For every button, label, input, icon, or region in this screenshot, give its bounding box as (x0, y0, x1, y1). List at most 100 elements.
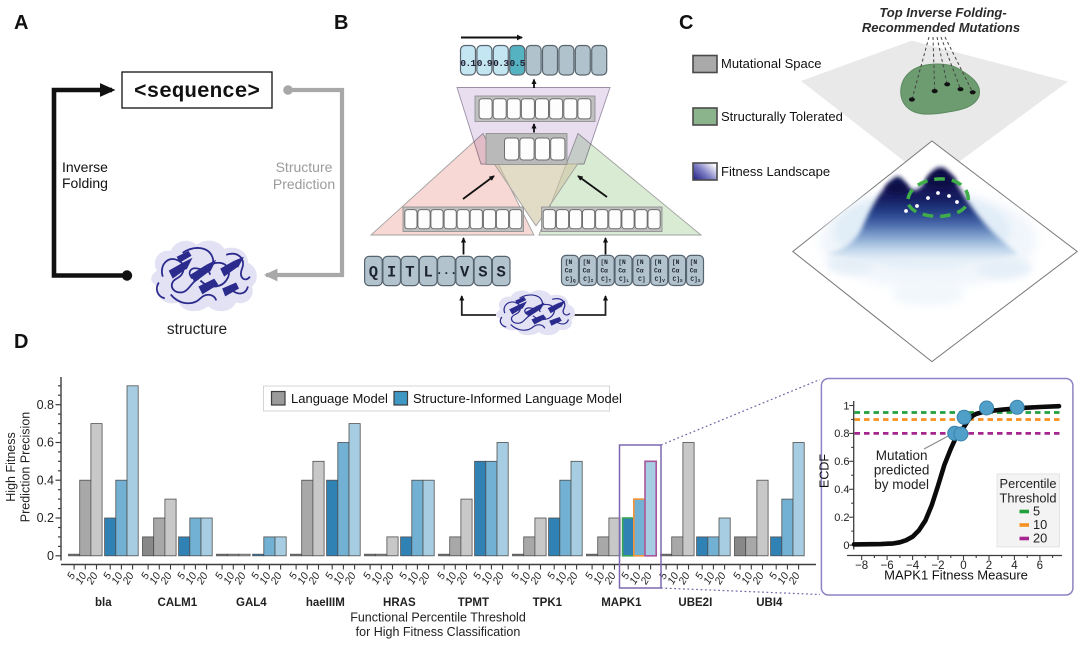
svg-text:20: 20 (194, 570, 211, 587)
svg-text:GAL4: GAL4 (236, 597, 267, 609)
svg-text:0.4: 0.4 (834, 484, 849, 496)
svg-text:20: 20 (268, 570, 285, 587)
svg-text:0.1: 0.1 (460, 58, 476, 69)
svg-text:20: 20 (638, 570, 655, 587)
svg-text:−2: −2 (931, 560, 944, 572)
svg-text:10: 10 (295, 570, 311, 586)
svg-text:Cα: Cα (583, 267, 591, 274)
svg-text:Language Model: Language Model (291, 391, 388, 406)
svg-text:10: 10 (1033, 517, 1047, 532)
svg-text:10: 10 (73, 570, 89, 586)
svg-text:5: 5 (361, 570, 374, 581)
svg-text:5: 5 (175, 570, 188, 581)
svg-text:A: A (14, 12, 28, 34)
svg-text:20: 20 (602, 570, 619, 587)
svg-text:5: 5 (435, 570, 448, 581)
svg-text:C]S: C]S (690, 276, 700, 284)
svg-text:5: 5 (767, 570, 780, 581)
svg-text:0: 0 (47, 549, 54, 563)
svg-text:D: D (14, 331, 28, 353)
svg-text:C]S: C]S (672, 276, 682, 284)
svg-text:0.6: 0.6 (834, 456, 849, 468)
svg-text:Prediction: Prediction (273, 176, 335, 192)
svg-text:TPMT: TPMT (458, 597, 489, 609)
svg-text:5: 5 (213, 570, 226, 581)
svg-text:20: 20 (750, 570, 767, 587)
svg-text:TPK1: TPK1 (533, 597, 563, 609)
svg-text:20: 20 (676, 570, 693, 587)
svg-text:6: 6 (1037, 560, 1043, 572)
svg-text:10: 10 (517, 570, 533, 586)
svg-text:UBE2I: UBE2I (678, 597, 712, 609)
svg-text:Cα: Cα (690, 267, 698, 274)
svg-text:[N: [N (654, 259, 662, 266)
svg-text:5: 5 (139, 570, 152, 581)
svg-text:20: 20 (786, 570, 803, 587)
svg-text:Cα: Cα (672, 267, 680, 274)
svg-text:S: S (478, 264, 487, 282)
svg-text:0.4: 0.4 (37, 473, 54, 487)
svg-text:L: L (423, 264, 432, 282)
svg-text:Top Inverse Folding-: Top Inverse Folding- (879, 5, 1006, 20)
svg-text:S: S (496, 264, 505, 282)
svg-text:5: 5 (583, 570, 596, 581)
svg-text:10: 10 (553, 570, 569, 586)
svg-text:20: 20 (490, 570, 507, 587)
svg-text:5: 5 (101, 570, 114, 581)
svg-text:5: 5 (693, 570, 706, 581)
svg-text:Percentile: Percentile (1000, 476, 1057, 491)
svg-text:5: 5 (249, 570, 262, 581)
svg-text:[N: [N (690, 259, 698, 266)
svg-text:T: T (405, 264, 414, 282)
svg-text:5: 5 (619, 570, 632, 581)
svg-text:for High Fitness Classificatio: for High Fitness Classification (356, 625, 521, 639)
svg-text:10: 10 (479, 570, 495, 586)
svg-text:Cα: Cα (565, 267, 573, 274)
svg-text:Cα: Cα (600, 267, 608, 274)
svg-text:5: 5 (287, 570, 300, 581)
svg-text:haeIIIM: haeIIIM (306, 597, 345, 609)
svg-text:[N: [N (672, 259, 680, 266)
svg-text:4: 4 (1011, 560, 1018, 572)
svg-text:0.2: 0.2 (834, 512, 849, 524)
svg-text:C]Q: C]Q (565, 276, 575, 284)
svg-text:10: 10 (775, 570, 791, 586)
svg-text:Prediction Precision: Prediction Precision (19, 412, 33, 523)
svg-text:10: 10 (443, 570, 459, 586)
svg-text:20: 20 (416, 570, 433, 587)
svg-text:Threshold: Threshold (1000, 491, 1057, 506)
svg-text:−6: −6 (881, 560, 894, 572)
svg-text:HRAS: HRAS (383, 597, 416, 609)
svg-text:0.9: 0.9 (477, 58, 493, 69)
svg-text:10: 10 (591, 570, 607, 586)
svg-text:[N: [N (565, 259, 573, 266)
svg-text:10: 10 (183, 570, 199, 586)
svg-text:20: 20 (120, 570, 137, 587)
svg-text:[N: [N (583, 259, 591, 266)
svg-text:Inverse: Inverse (62, 159, 108, 175)
svg-text:5: 5 (657, 570, 670, 581)
svg-text:5: 5 (397, 570, 410, 581)
svg-text:MAPK1: MAPK1 (601, 597, 642, 609)
svg-text:Recommended Mutations: Recommended Mutations (862, 20, 1020, 35)
svg-text:0.8: 0.8 (37, 398, 54, 412)
svg-text:Cα: Cα (618, 267, 626, 274)
svg-text:20: 20 (158, 570, 175, 587)
svg-text:20: 20 (84, 570, 101, 587)
svg-text:C]T: C]T (601, 276, 611, 284)
svg-text:0: 0 (960, 560, 966, 572)
svg-text:Cα: Cα (636, 267, 644, 274)
svg-text:20: 20 (306, 570, 323, 587)
svg-text:5: 5 (323, 570, 336, 581)
svg-text:10: 10 (109, 570, 125, 586)
svg-text:20: 20 (380, 570, 397, 587)
svg-text:10: 10 (405, 570, 421, 586)
svg-text:[N: [N (600, 259, 608, 266)
svg-text:High Fitness: High Fitness (4, 432, 18, 501)
svg-text:Mutation: Mutation (876, 448, 928, 463)
svg-text:···: ··· (436, 267, 458, 281)
svg-text:C]V: C]V (655, 276, 665, 284)
svg-text:0.2: 0.2 (37, 511, 54, 525)
svg-text:10: 10 (369, 570, 385, 586)
svg-text:CALM1: CALM1 (158, 597, 198, 609)
